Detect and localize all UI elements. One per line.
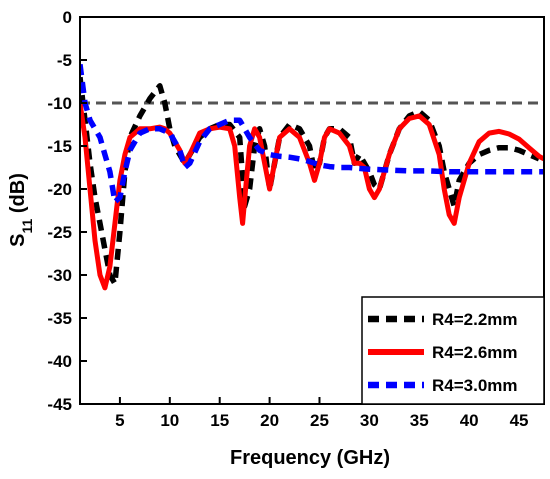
series-line-3 bbox=[80, 63, 544, 205]
plot-frame bbox=[79, 16, 545, 405]
y-axis-title-suffix: (dB) bbox=[7, 173, 29, 219]
y-tick-label: -40 bbox=[47, 352, 72, 371]
x-tick-label: 45 bbox=[510, 411, 529, 430]
x-tick-label: 25 bbox=[310, 411, 329, 430]
y-tick-label: -35 bbox=[47, 309, 72, 328]
y-axis-title: S11 (dB) bbox=[7, 173, 35, 247]
x-tick-label: 40 bbox=[460, 411, 479, 430]
y-tick-label: -20 bbox=[47, 180, 72, 199]
x-tick-label: 20 bbox=[260, 411, 279, 430]
y-axis-title-sub: 11 bbox=[19, 218, 35, 233]
x-tick-label: 30 bbox=[360, 411, 379, 430]
y-tick-label: -5 bbox=[57, 51, 72, 70]
y-tick-label: -15 bbox=[47, 137, 72, 156]
x-tick-label: 5 bbox=[115, 411, 124, 430]
legend-label-3: R4=3.0mm bbox=[432, 376, 518, 395]
y-tick-label: -25 bbox=[47, 223, 72, 242]
x-tick-label: 35 bbox=[410, 411, 429, 430]
legend-label-2: R4=2.6mm bbox=[432, 343, 518, 362]
legend-label-1: R4=2.2mm bbox=[432, 310, 518, 329]
y-tick-label: -10 bbox=[47, 94, 72, 113]
y-tick-label: -45 bbox=[47, 395, 72, 414]
x-tick-label: 10 bbox=[160, 411, 179, 430]
y-axis-title-main: S bbox=[7, 234, 29, 247]
x-axis-title: Frequency (GHz) bbox=[230, 447, 390, 469]
y-tick-label: -30 bbox=[47, 266, 72, 285]
y-tick-label: 0 bbox=[63, 8, 72, 27]
series-line-1 bbox=[80, 76, 541, 287]
x-tick-label: 15 bbox=[210, 411, 229, 430]
series-line-2 bbox=[80, 102, 544, 291]
